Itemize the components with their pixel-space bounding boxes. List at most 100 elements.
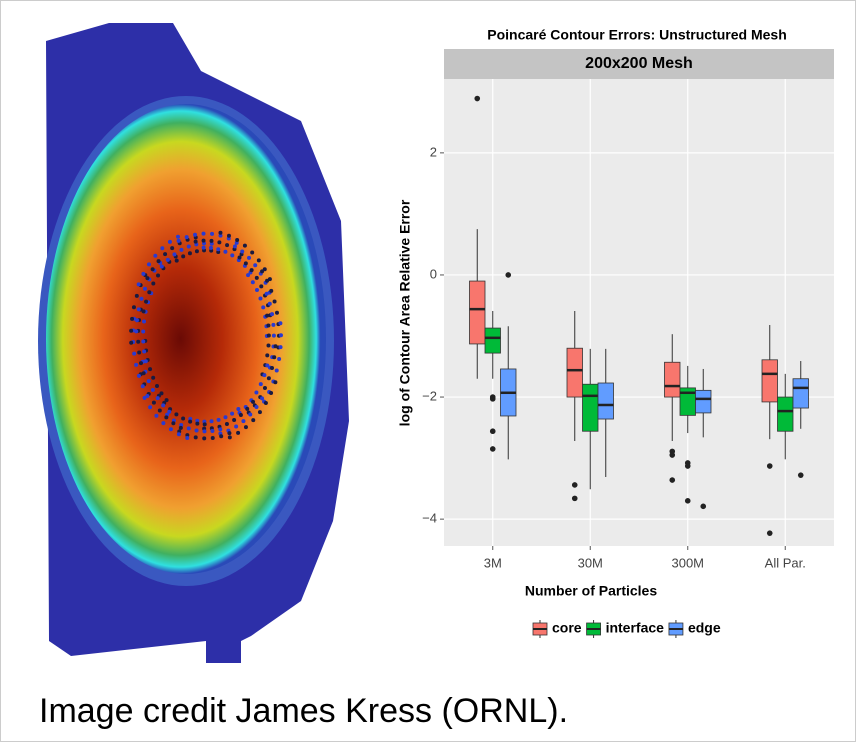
poincare-dot (202, 422, 207, 427)
poincare-dot (172, 252, 177, 257)
poincare-dot (266, 333, 271, 338)
poincare-dot (253, 263, 258, 268)
poincare-dot (250, 280, 255, 285)
poincare-dot (134, 362, 139, 367)
poincare-dot (188, 419, 193, 424)
legend-item: edge (668, 620, 721, 638)
poincare-dot (153, 253, 158, 258)
poincare-dot (223, 415, 228, 420)
poincare-dot (263, 400, 268, 405)
poincare-dot (230, 253, 235, 258)
poincare-dot (130, 316, 135, 321)
poincare-dot (136, 373, 141, 378)
poincare-dot (175, 234, 180, 239)
outlier (489, 428, 496, 435)
poincare-dot (135, 318, 140, 323)
poincare-dot (260, 396, 265, 401)
outlier (489, 446, 496, 452)
poincare-dot (264, 291, 269, 296)
poincare-dot (254, 404, 259, 409)
poincare-dot (151, 375, 156, 380)
poincare-dot (277, 356, 282, 361)
poincare-dot (141, 329, 146, 334)
poincare-dot (266, 323, 271, 328)
poincare-dot (148, 367, 153, 372)
poincare-dot (151, 281, 156, 286)
panel-title: 200x200 Mesh (585, 55, 693, 72)
box (469, 280, 486, 345)
plasma-core (46, 104, 326, 574)
poincare-dot (147, 290, 152, 295)
poincare-dot (249, 268, 254, 273)
poincare-dot (188, 416, 193, 421)
poincare-dot (272, 355, 277, 360)
poincare-dot (247, 255, 252, 260)
poincare-dot (265, 363, 270, 368)
poincare-dot (254, 390, 259, 395)
poincare-dot (146, 262, 151, 267)
poincare-dot (209, 419, 214, 424)
poincare-dot (168, 427, 173, 432)
poincare-dot (156, 259, 161, 264)
x-tick-label: 30M (578, 555, 603, 570)
poincare-dot (218, 427, 223, 432)
poincare-dot (210, 435, 215, 440)
poincare-dot (193, 435, 198, 440)
poincare-dot (230, 411, 235, 416)
legend-item: core (532, 620, 582, 638)
poincare-dot (262, 373, 267, 378)
poincare-dot (254, 275, 259, 280)
poincare-dot (251, 399, 256, 404)
chart-title: Poincaré Contour Errors: Unstructured Me… (487, 27, 787, 43)
poincare-dot (161, 421, 166, 426)
poincare-dot (156, 273, 161, 278)
poincare-dot (210, 231, 215, 236)
poincare-dot (278, 345, 283, 350)
box (777, 396, 794, 432)
poincare-dot (194, 249, 199, 254)
poincare-dot (148, 405, 153, 410)
poincare-dot (260, 269, 265, 274)
outlier (571, 482, 578, 488)
poincare-dot (238, 413, 243, 418)
poincare-dot (258, 296, 263, 301)
poincare-dot (269, 288, 274, 293)
x-tick-label: All Par. (765, 555, 806, 570)
box (695, 389, 712, 414)
poincare-dot (278, 333, 283, 338)
y-tick-label: −4 (422, 511, 437, 526)
poincare-dot (245, 406, 250, 411)
poincare-dot (186, 244, 191, 249)
poincare-dot (259, 284, 264, 289)
outlier (669, 452, 676, 458)
poincare-dot (274, 310, 279, 315)
poincare-dot (274, 368, 279, 373)
poincare-dot (181, 254, 186, 259)
poincare-dot (209, 238, 214, 243)
legend-item: interface (586, 620, 664, 638)
poincare-dot (151, 400, 156, 405)
poincare-dot (218, 233, 223, 238)
outlier (684, 498, 691, 504)
poincare-dot (194, 428, 199, 433)
poincare-dot (159, 391, 164, 396)
poincare-dot (195, 421, 200, 426)
poincare-dot (184, 235, 189, 240)
poincare-dot (164, 398, 169, 403)
poincare-dot (250, 250, 255, 255)
poincare-dot (155, 396, 160, 401)
box (566, 347, 583, 398)
box (664, 361, 681, 398)
y-tick-label: 0 (430, 266, 437, 281)
poincare-dot (242, 243, 247, 248)
poincare-dot (138, 361, 143, 366)
poincare-dot (246, 273, 251, 278)
box (792, 378, 809, 409)
poincare-dot (234, 424, 239, 429)
poincare-dot (164, 415, 169, 420)
poincare-dot (165, 257, 170, 262)
poincare-dot (258, 382, 263, 387)
poincare-dot (223, 249, 228, 254)
poincare-dot (237, 255, 242, 260)
poincare-dot (236, 406, 241, 411)
